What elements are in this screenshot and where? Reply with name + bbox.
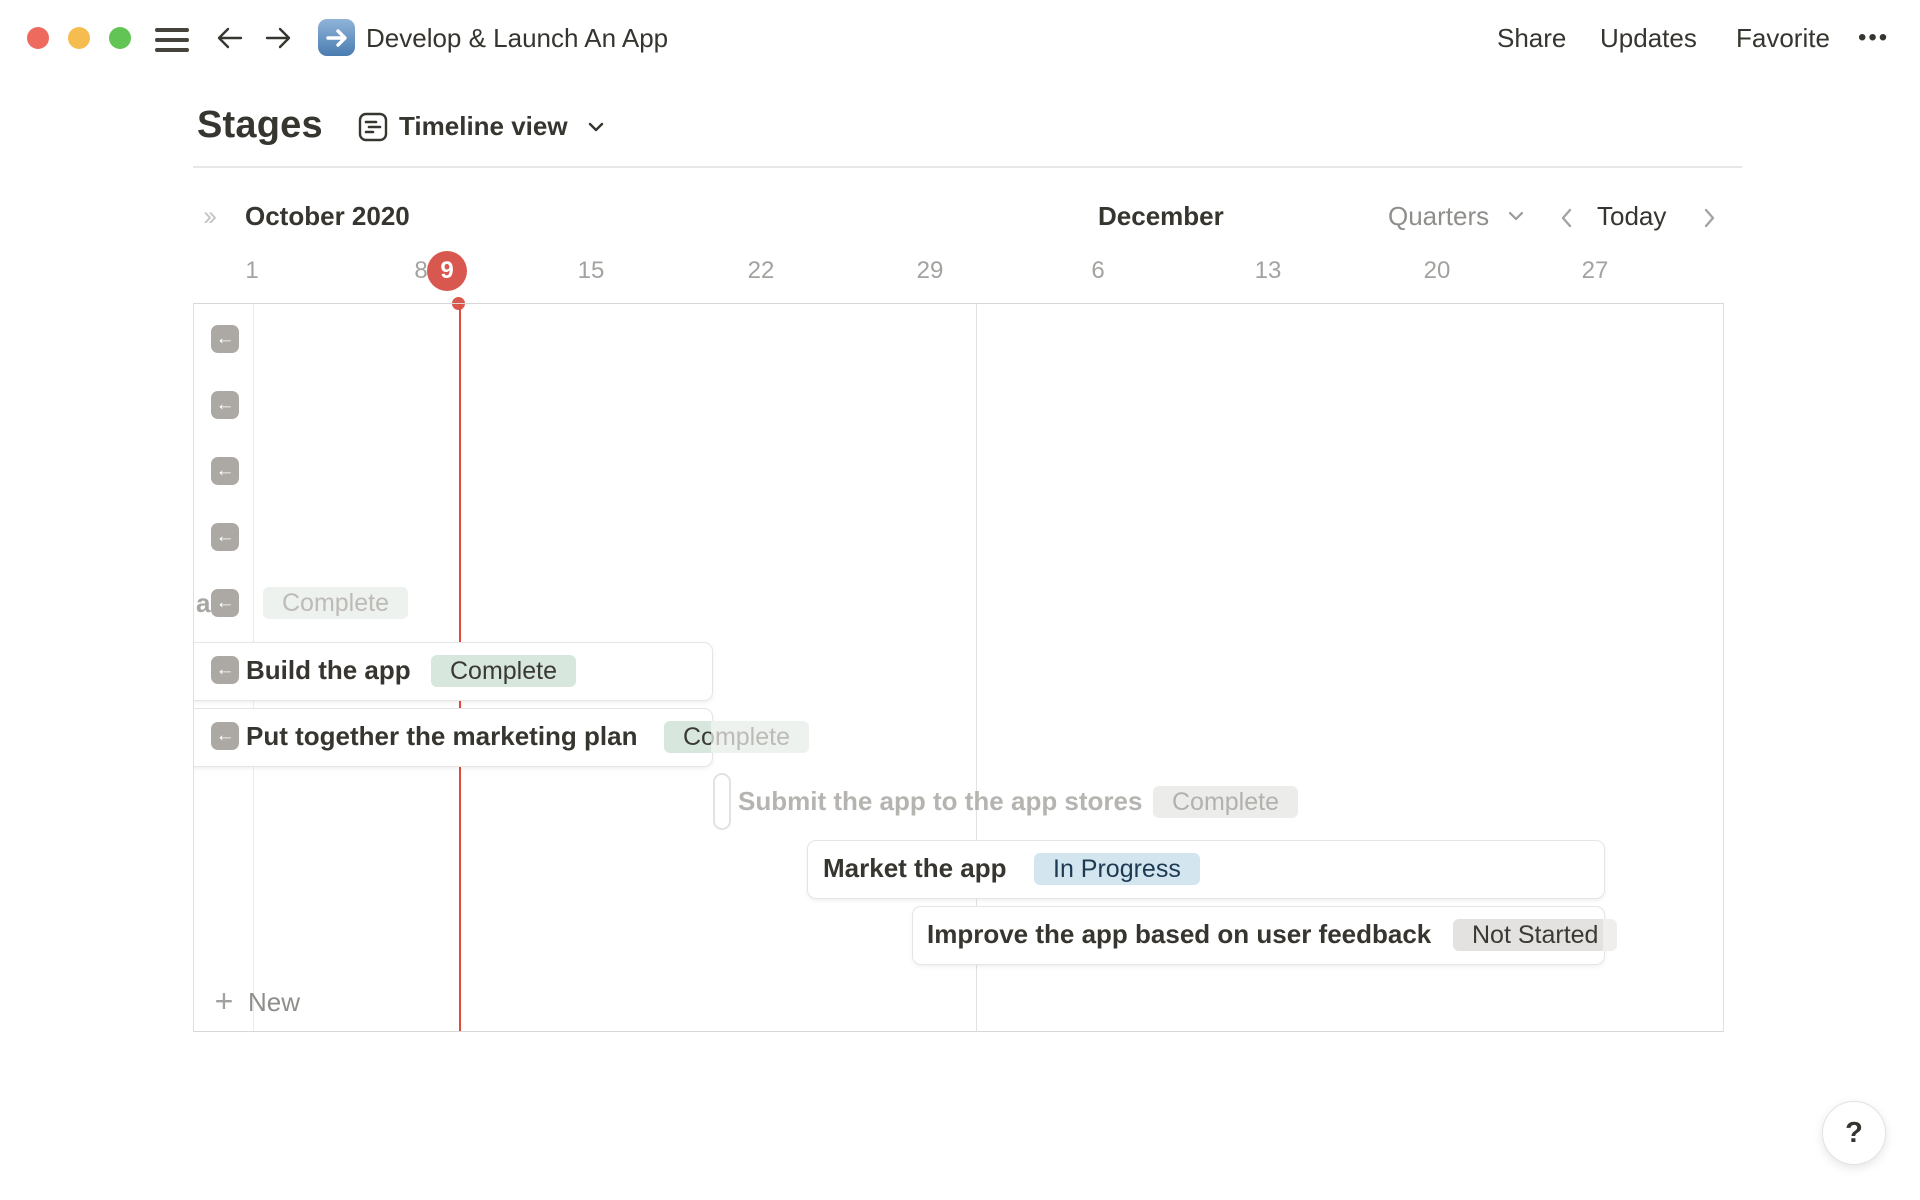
scroll-to-item-arrow-icon[interactable]: ←	[211, 391, 239, 419]
scroll-right-icon[interactable]: ››	[203, 201, 217, 231]
axis-tick: 20	[1423, 257, 1451, 284]
header-divider	[193, 166, 1742, 168]
timeline-grid: ← ← ← ← a ← Complete ← Build the app Com…	[193, 303, 1724, 1032]
menu-icon[interactable]	[155, 28, 189, 52]
back-arrow-icon[interactable]	[214, 23, 246, 53]
item-title[interactable]: Submit the app to the app stores	[738, 786, 1143, 816]
scroll-to-item-arrow-icon[interactable]: ←	[211, 722, 239, 750]
item-title: Improve the app based on user feedback	[927, 919, 1432, 949]
axis-tick: 8	[414, 257, 428, 284]
breadcrumb-page-title: Develop & Launch An App	[366, 23, 669, 53]
scroll-to-item-arrow-icon[interactable]: ←	[211, 523, 239, 551]
timeline-zoom-select[interactable]: Quarters	[1388, 201, 1490, 231]
updates-button[interactable]: Updates	[1600, 23, 1697, 53]
item-title: Market the app	[823, 853, 1007, 883]
favorite-button[interactable]: Favorite	[1736, 23, 1830, 53]
more-options-icon[interactable]: •••	[1858, 24, 1890, 51]
status-badge: Complete	[1153, 786, 1298, 818]
today-button[interactable]: Today	[1597, 201, 1667, 231]
axis-tick: 1	[245, 257, 259, 284]
month-label-october: October 2020	[245, 201, 410, 231]
status-badge: Not Started	[1453, 919, 1603, 951]
status-badge: Complete	[431, 655, 576, 687]
status-badge: In Progress	[1034, 853, 1200, 885]
scroll-to-item-arrow-icon[interactable]: ←	[211, 656, 239, 684]
axis-tick: 29	[916, 257, 944, 284]
status-badge: Complete	[664, 721, 711, 753]
month-boundary-line	[976, 304, 977, 1031]
timeline-item-marketing-plan[interactable]	[194, 708, 713, 767]
page-emoji-icon	[318, 19, 355, 56]
plus-icon: +	[214, 983, 234, 1019]
window-close-button[interactable]	[27, 27, 49, 49]
new-item-label: New	[248, 987, 301, 1017]
today-date-badge: 9	[427, 251, 467, 291]
timeline-view-icon	[358, 112, 388, 142]
scroll-to-item-arrow-icon[interactable]: ←	[211, 589, 239, 617]
status-badge-clip: Complete	[664, 721, 711, 753]
share-button[interactable]: Share	[1497, 23, 1567, 53]
status-badge: Complete	[263, 587, 408, 619]
chevron-left-icon[interactable]	[1558, 205, 1576, 231]
axis-tick: 27	[1581, 257, 1609, 284]
axis-tick: 15	[577, 257, 605, 284]
item-title: Build the app	[246, 655, 411, 685]
scroll-to-item-arrow-icon[interactable]: ←	[211, 457, 239, 485]
item-resize-handle[interactable]	[713, 773, 731, 830]
timeline-item-market-the-app[interactable]	[807, 840, 1605, 899]
item-title: Put together the marketing plan	[246, 721, 638, 751]
chevron-down-icon[interactable]	[1506, 207, 1526, 225]
scroll-to-item-arrow-icon[interactable]: ←	[211, 325, 239, 353]
axis-tick: 6	[1091, 257, 1105, 284]
status-badge-clip: Not Started	[1453, 919, 1603, 951]
view-switcher-button[interactable]: Timeline view	[399, 111, 568, 141]
clipped-item-title: a	[196, 588, 211, 618]
month-label-december: December	[1098, 201, 1224, 231]
forward-arrow-icon[interactable]	[262, 23, 294, 53]
new-item-button[interactable]: + New	[194, 984, 1723, 1020]
window-minimize-button[interactable]	[68, 27, 90, 49]
help-button[interactable]: ?	[1822, 1101, 1886, 1165]
window-zoom-button[interactable]	[109, 27, 131, 49]
axis-tick: 13	[1254, 257, 1282, 284]
axis-tick: 22	[747, 257, 775, 284]
database-title: Stages	[197, 104, 323, 146]
chevron-down-icon[interactable]	[585, 117, 607, 137]
chevron-right-icon[interactable]	[1700, 205, 1718, 231]
